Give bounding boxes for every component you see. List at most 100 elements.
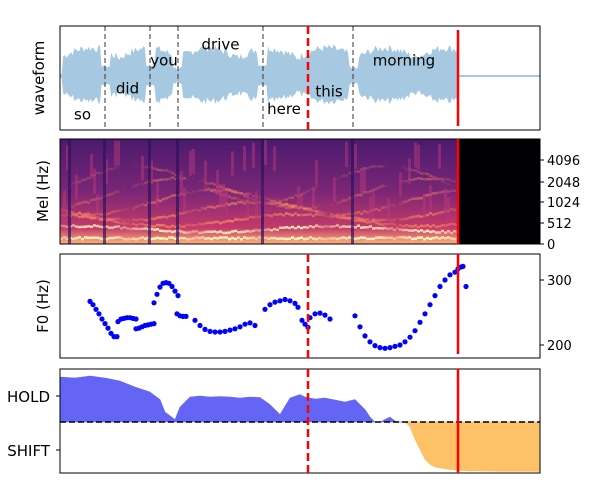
mel-harmonic <box>195 208 198 211</box>
mel-harmonic <box>237 191 240 195</box>
mel-harmonic <box>135 205 138 209</box>
mel-harmonic <box>255 228 258 232</box>
mel-harmonic <box>348 171 351 175</box>
waveform-ylabel: waveform <box>30 41 48 116</box>
mel-harmonic <box>81 178 84 182</box>
mel-harmonic <box>198 231 201 235</box>
f0-point <box>382 345 388 351</box>
mel-harmonic <box>414 177 417 181</box>
mel-harmonic <box>180 236 183 240</box>
mel-harmonic <box>255 215 258 218</box>
mel-harmonic <box>150 217 153 220</box>
f0-point <box>252 322 258 329</box>
mel-harmonic <box>384 184 387 188</box>
mel-noise <box>387 197 390 223</box>
mel-harmonic <box>270 200 273 203</box>
mel-yticks: 4096 2048 1024 512 0 <box>540 154 580 253</box>
mel-harmonic <box>204 186 207 189</box>
mel-harmonic <box>183 176 186 180</box>
mel-harmonic <box>318 210 321 214</box>
mel-harmonic <box>78 225 81 229</box>
mel-ylabel: Mel (Hz) <box>34 160 52 222</box>
mel-harmonic <box>435 225 438 229</box>
mel-harmonic <box>216 220 219 224</box>
mel-harmonic <box>204 230 207 234</box>
mel-harmonic <box>303 206 306 210</box>
f0-point <box>192 317 198 323</box>
mel-noise <box>114 140 117 166</box>
mel-harmonic <box>129 237 132 241</box>
mel-harmonic <box>324 225 327 228</box>
mel-harmonic <box>348 212 351 215</box>
mel-harmonic <box>207 230 210 233</box>
f0-point <box>197 322 203 329</box>
mel-harmonic <box>93 213 96 216</box>
mel-harmonic <box>168 225 171 229</box>
mel-harmonic <box>333 237 336 240</box>
f0-point <box>447 272 453 278</box>
mel-harmonic <box>162 229 165 233</box>
mel-harmonic <box>327 212 330 215</box>
mel-harmonic <box>438 225 441 228</box>
mel-harmonic <box>111 219 114 222</box>
f0-point <box>217 329 223 335</box>
mel-harmonic <box>63 236 66 239</box>
mel-harmonic <box>402 166 405 169</box>
mel-harmonic <box>267 197 270 201</box>
mel-harmonic <box>426 177 429 181</box>
mel-harmonic <box>183 177 186 180</box>
f0-point <box>99 316 105 322</box>
mel-harmonic <box>267 213 270 217</box>
mel-harmonic <box>294 212 297 215</box>
mel-harmonic <box>417 236 420 239</box>
mel-harmonic <box>441 224 444 227</box>
mel-harmonic <box>264 197 267 200</box>
f0-point <box>282 296 288 303</box>
mel-harmonic <box>417 225 420 229</box>
mel-harmonic <box>312 225 315 229</box>
mel-harmonic <box>108 193 111 196</box>
mel-harmonic <box>165 237 168 241</box>
mel-noise <box>372 192 375 218</box>
mel-harmonic <box>393 237 396 241</box>
mel-harmonic <box>75 225 78 228</box>
f0-point <box>412 328 418 334</box>
mel-harmonic <box>117 221 120 224</box>
f0-point <box>402 339 408 345</box>
mel-harmonic <box>111 192 114 196</box>
mel-harmonic <box>399 236 402 239</box>
mel-harmonic <box>318 225 321 228</box>
mel-harmonic <box>438 177 441 181</box>
mel-harmonic <box>222 220 225 224</box>
hold-shift-plot <box>60 375 540 472</box>
mel-harmonic <box>72 237 75 241</box>
f0-point <box>397 342 403 348</box>
mel-harmonic <box>144 204 147 207</box>
mel-harmonic <box>165 196 168 200</box>
mel-harmonic <box>237 191 240 194</box>
mel-harmonic <box>402 228 405 232</box>
mel-harmonic <box>219 236 222 239</box>
mel-harmonic <box>423 177 426 181</box>
mel-harmonic <box>279 201 282 204</box>
f0-point <box>327 316 333 322</box>
mel-harmonic <box>228 203 231 206</box>
mel-harmonic <box>240 218 243 221</box>
mel-harmonic <box>432 177 435 181</box>
mel-harmonic <box>363 236 366 240</box>
mel-harmonic <box>342 216 345 220</box>
mel-harmonic <box>153 228 156 231</box>
mel-harmonic <box>174 214 177 218</box>
mel-harmonic <box>132 185 135 188</box>
mel-harmonic <box>369 225 372 228</box>
mel-harmonic <box>342 225 345 228</box>
f0-point <box>292 300 298 306</box>
mel-harmonic <box>213 188 216 192</box>
mel-harmonic <box>426 224 429 227</box>
mel-harmonic <box>426 213 429 217</box>
mel-harmonic <box>126 218 129 221</box>
mel-harmonic <box>345 198 348 202</box>
mel-harmonic <box>339 213 342 216</box>
f0-point <box>322 312 328 318</box>
